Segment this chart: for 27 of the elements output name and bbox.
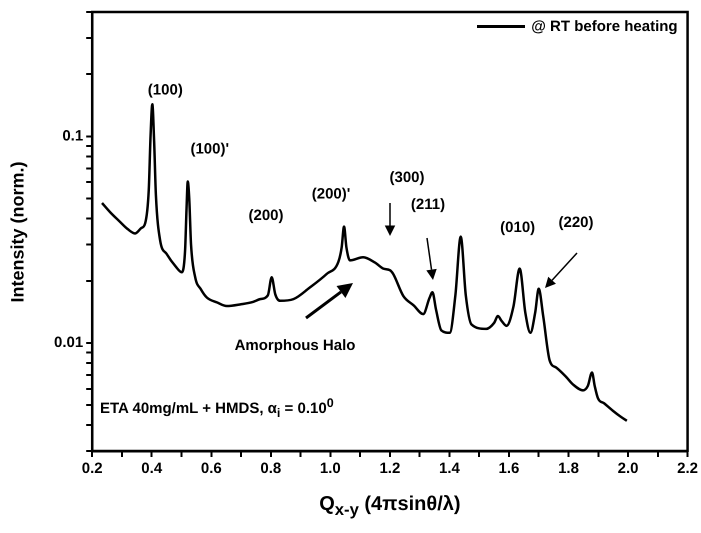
x-tick-label: 0.4 <box>141 460 163 478</box>
annotation: (300) <box>389 169 425 186</box>
x-tick-label: 0.8 <box>260 460 282 478</box>
x-tick-label: 1.2 <box>379 460 400 478</box>
x-tick-label: 2.0 <box>618 460 638 478</box>
legend-label: @ RT before heating <box>531 18 678 35</box>
x-tick-label: 1.8 <box>558 460 579 478</box>
y-axis-title: Intensity (norm.) <box>8 160 28 302</box>
x-tick-label: 0.6 <box>200 460 222 478</box>
annotation: (010) <box>500 218 536 236</box>
y-tick-label: 0.1 <box>62 128 84 145</box>
annotation: (211) <box>410 196 446 213</box>
x-tick-label: 1.0 <box>320 460 341 478</box>
annotation: (100)' <box>190 140 230 158</box>
x-tick-label: 2.2 <box>677 460 698 478</box>
annotation: (220) <box>558 214 594 231</box>
annotation: (200)' <box>312 186 350 203</box>
y-tick-label: 0.01 <box>54 334 84 352</box>
line-series <box>100 103 628 422</box>
x-tick-label: 0.2 <box>82 460 103 478</box>
annotation: (200) <box>248 207 284 224</box>
x-tick-label: 1.6 <box>498 460 520 478</box>
annotation: Amorphous Halo <box>234 337 356 354</box>
annotation: ETA 40mg/mL + HMDS, α$_{i}$ = 0.10$^{0}$ <box>100 396 334 420</box>
x-tick-label: 1.4 <box>438 460 460 478</box>
annotation: (100) <box>148 81 183 98</box>
x-axis-title: Q$_{x-y}$ (4πsinθ/λ) <box>318 493 462 520</box>
